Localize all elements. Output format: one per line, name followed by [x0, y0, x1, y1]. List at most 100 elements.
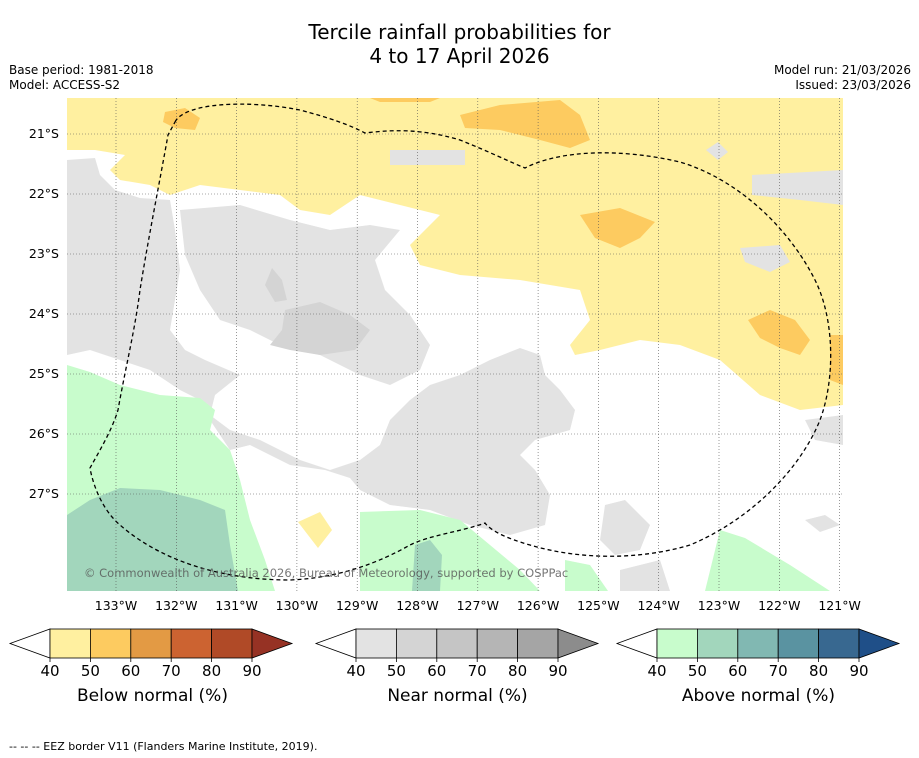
model-run: Model run: 21/03/2026 — [773, 63, 911, 77]
colorbar-extend-low — [8, 628, 51, 659]
colorbar-tick-label: 90 — [849, 662, 868, 680]
lon-label: 127°W — [457, 598, 499, 613]
colorbar-segment — [436, 628, 478, 659]
colorbar-tick-label: 60 — [728, 662, 747, 680]
below-normal-40-region — [298, 512, 332, 548]
lon-label: 129°W — [336, 598, 378, 613]
lon-label: 121°W — [818, 598, 860, 613]
lat-label: 22°S — [29, 186, 59, 201]
gridlines — [67, 98, 843, 591]
near-normal-40-region — [752, 170, 843, 205]
colorbar-extend-low — [615, 628, 658, 659]
below-colorbar: 40 50 60 70 80 90 — [8, 628, 294, 680]
map-title-line1: Tercile rainfall probabilities for — [308, 20, 611, 44]
below-normal-40-region — [67, 98, 843, 410]
colorbar-tick-label: 40 — [40, 662, 59, 680]
colorbar-segment — [355, 628, 397, 659]
lat-label: 24°S — [29, 306, 59, 321]
lon-label: 124°W — [637, 598, 679, 613]
latitude-labels: 21°S 22°S 23°S 24°S 25°S 26°S 27°S — [29, 126, 59, 501]
lon-label: 132°W — [155, 598, 197, 613]
near-normal-40-region — [112, 210, 145, 235]
eez-footnote: -- -- -- EEZ border V11 (Flanders Marine… — [9, 740, 318, 753]
colorbar-tick-label: 70 — [162, 662, 181, 680]
colorbar-tick-label: 50 — [387, 662, 406, 680]
lon-label: 126°W — [517, 598, 559, 613]
colorbar-segment — [49, 628, 91, 659]
above-normal-40-region — [565, 560, 608, 591]
eez-border — [89, 103, 832, 581]
colorbar-tick-label: 50 — [81, 662, 100, 680]
near-normal-label: Near normal (%) — [387, 686, 528, 706]
lon-label: 122°W — [758, 598, 800, 613]
above-colorbar: 40 50 60 70 80 90 — [615, 628, 901, 680]
colorbar-extend-low — [314, 628, 357, 659]
colorbar-extend-high — [858, 628, 901, 659]
model-name: Model: ACCESS-S2 — [9, 78, 121, 92]
colorbar-segment — [697, 628, 739, 659]
colorbar-tick-label: 90 — [548, 662, 567, 680]
above-normal-40-region — [705, 530, 830, 591]
colorbar-segment — [517, 628, 559, 659]
near-normal-40-region — [67, 158, 575, 535]
colorbar-tick-label: 40 — [647, 662, 666, 680]
near-normal-40-region — [390, 150, 465, 165]
near-normal-50-region — [265, 268, 287, 302]
lat-label: 25°S — [29, 366, 59, 381]
near-normal-40-region — [805, 415, 843, 445]
colorbar-segment — [170, 628, 212, 659]
lon-label: 125°W — [577, 598, 619, 613]
probability-field — [67, 98, 843, 591]
colorbar-segment — [476, 628, 519, 659]
lon-label: 131°W — [215, 598, 257, 613]
colorbar-extend-high — [251, 628, 294, 659]
colorbar-tick-label: 60 — [121, 662, 140, 680]
lat-label: 27°S — [29, 486, 59, 501]
near-normal-40-region — [620, 560, 670, 591]
colorbar-tick-label: 50 — [688, 662, 707, 680]
colorbar-tick-label: 80 — [809, 662, 828, 680]
above-normal-50-region — [67, 488, 238, 591]
near-normal-50-region — [270, 302, 370, 355]
below-normal-50-region — [830, 335, 843, 385]
colorbar-segment — [211, 628, 253, 659]
colorbar-tick-label: 70 — [769, 662, 788, 680]
below-normal-50-region — [370, 98, 440, 102]
lon-label: 128°W — [396, 598, 438, 613]
colorbar-tick-label: 90 — [242, 662, 261, 680]
near-normal-40-region — [600, 500, 650, 555]
colorbar-segment — [818, 628, 860, 659]
colorbar-tick-label: 40 — [346, 662, 365, 680]
colorbar-tick-label: 70 — [468, 662, 487, 680]
near-normal-40-region — [740, 245, 790, 272]
lat-label: 23°S — [29, 246, 59, 261]
below-normal-50-region — [163, 108, 200, 130]
colorbar-segment — [656, 628, 698, 659]
below-normal-50-region — [580, 208, 655, 248]
longitude-labels: 133°W 132°W 131°W 130°W 129°W 128°W 127°W 126°W… — [95, 598, 861, 613]
lat-label: 21°S — [29, 126, 59, 141]
colorbar-tick-label: 80 — [508, 662, 527, 680]
copyright-text: © Commonwealth of Australia 2026, Bureau… — [84, 566, 568, 580]
colorbar-extend-high — [557, 628, 600, 659]
near-normal-40-region — [706, 142, 728, 160]
below-normal-label: Below normal (%) — [77, 686, 228, 706]
base-period: Base period: 1981-2018 — [9, 63, 154, 77]
near-normal-40-region — [805, 515, 840, 532]
lon-label: 133°W — [95, 598, 137, 613]
colorbar-tick-label: 60 — [427, 662, 446, 680]
lat-label: 26°S — [29, 426, 59, 441]
colorbars: 40 50 60 70 80 90 40 50 60 70 80 90 40 50 60 70 80 90 — [8, 628, 901, 680]
above-normal-label: Above normal (%) — [681, 686, 836, 706]
colorbar-segment — [395, 628, 438, 659]
lon-label: 130°W — [276, 598, 318, 613]
colorbar-segment — [737, 628, 779, 659]
colorbar-segment — [777, 628, 820, 659]
below-normal-50-region — [460, 100, 590, 148]
colorbar-segment — [90, 628, 132, 659]
issued-date: Issued: 23/03/2026 — [795, 78, 911, 92]
near-normal-40-region — [180, 205, 430, 385]
map-title-line2: 4 to 17 April 2026 — [369, 44, 550, 68]
lon-label: 123°W — [698, 598, 740, 613]
